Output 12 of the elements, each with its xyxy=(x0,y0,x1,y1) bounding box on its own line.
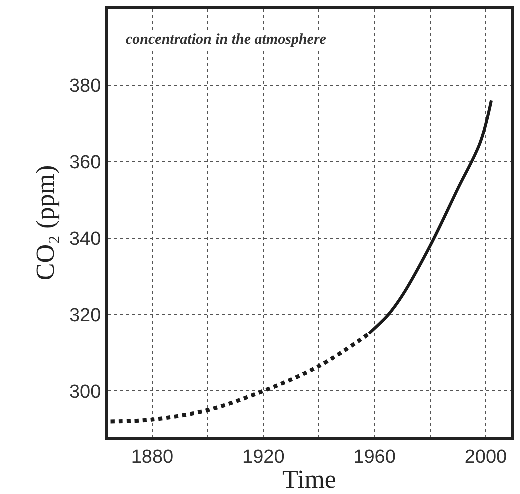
x-tick-label: 1920 xyxy=(242,446,285,468)
x-tick-label: 2000 xyxy=(464,446,508,468)
annotation: concentration in the atmosphere xyxy=(126,32,327,48)
y-tick-label: 340 xyxy=(69,228,102,250)
y-axis-title: CO₂ (ppm) xyxy=(30,165,60,281)
y-tick-label: 320 xyxy=(69,305,102,326)
y-tick-label: 380 xyxy=(69,76,102,98)
y-tick-label: 360 xyxy=(69,152,102,174)
x-tick-label: 1880 xyxy=(131,446,174,468)
y-tick-label: 300 xyxy=(69,382,102,403)
x-axis-title: Time xyxy=(282,465,336,494)
x-tick-label: 1960 xyxy=(354,446,396,468)
